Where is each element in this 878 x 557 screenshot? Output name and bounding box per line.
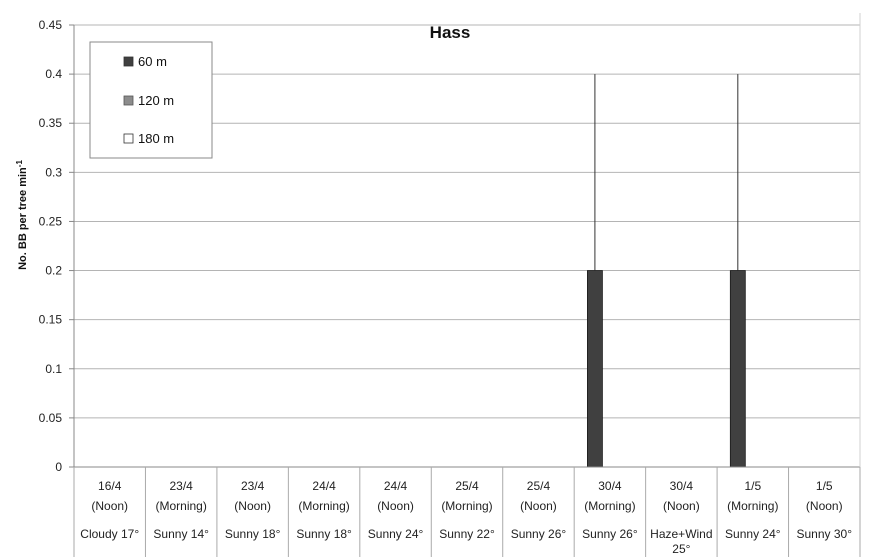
category-weather-label: Sunny 14° [153,527,209,541]
y-tick-label: 0.4 [45,67,62,81]
legend-swatch-60m [123,56,134,67]
category-date-label: 16/4 [98,479,122,493]
chart-title: Hass [430,23,471,42]
legend-label-180m: 180 m [138,131,174,146]
category-weather-label: Haze+Wind 25° [650,527,712,556]
category-time-label: (Morning) [727,499,778,513]
legend-swatch-120m [123,95,134,106]
y-axis-title: No. BB per tree min-1 [15,160,29,270]
category-time-label: (Noon) [377,499,414,513]
category-time-label: (Noon) [520,499,557,513]
legend-box [89,41,213,159]
category-time-label: (Morning) [298,499,349,513]
category-date-label: 1/5 [816,479,833,493]
y-tick-label: 0 [55,460,62,474]
y-tick-label: 0.35 [39,116,63,130]
y-tick-label: 0.05 [39,411,63,425]
error-bars [594,74,739,271]
category-date-label: 1/5 [744,479,761,493]
y-axis-ticks: 0 0.05 0.1 0.15 0.2 0.25 0.3 0.35 0.4 0.45 [39,18,74,474]
category-weather-label: Sunny 26° [511,527,567,541]
axes [73,13,861,468]
category-weather-label: Sunny 22° [439,527,495,541]
category-date-label: 24/4 [312,479,336,493]
legend-label-60m: 60 m [138,54,167,69]
category-table: 16/4 (Noon) Cloudy 17° 23/4 (Morning) Sunny 1… [73,467,861,557]
y-tick-label: 0.3 [45,165,62,179]
category-weather-label: Sunny 24° [368,527,424,541]
y-tick-label: 0.25 [39,214,63,228]
category-date-label: 25/4 [455,479,479,493]
category-time-label: (Noon) [806,499,843,513]
category-time-label: (Noon) [234,499,271,513]
category-weather-label: Sunny 18° [225,527,281,541]
category-weather-label: Sunny 30° [797,527,853,541]
y-tick-label: 0.15 [39,313,63,327]
category-weather-label: Sunny 24° [725,527,781,541]
category-time-label: (Morning) [156,499,207,513]
category-time-label: (Morning) [584,499,635,513]
category-date-label: 30/4 [670,479,694,493]
y-tick-label: 0.45 [39,18,63,32]
category-time-label: (Morning) [441,499,492,513]
legend-label-120m: 120 m [138,93,174,108]
category-date-label: 25/4 [527,479,551,493]
y-tick-label: 0.2 [45,264,62,278]
category-date-label: 24/4 [384,479,408,493]
category-weather-label: Sunny 26° [582,527,638,541]
category-date-label: 30/4 [598,479,622,493]
bar-60m-7 [587,270,603,468]
category-date-label: 23/4 [170,479,194,493]
category-weather-label: Sunny 18° [296,527,352,541]
y-axis-title-superscript: -1 [15,160,24,168]
legend-swatch-180m [123,133,134,144]
category-time-label: (Noon) [91,499,128,513]
legend: 60 m 120 m 180 m [89,41,213,159]
bar-60m-9 [729,270,746,468]
category-weather-label: Cloudy 17° [80,527,139,541]
category-time-label: (Noon) [663,499,700,513]
y-axis-title-main: No. BB per tree min [17,167,29,270]
y-tick-label: 0.1 [45,362,62,376]
category-date-label: 23/4 [241,479,265,493]
